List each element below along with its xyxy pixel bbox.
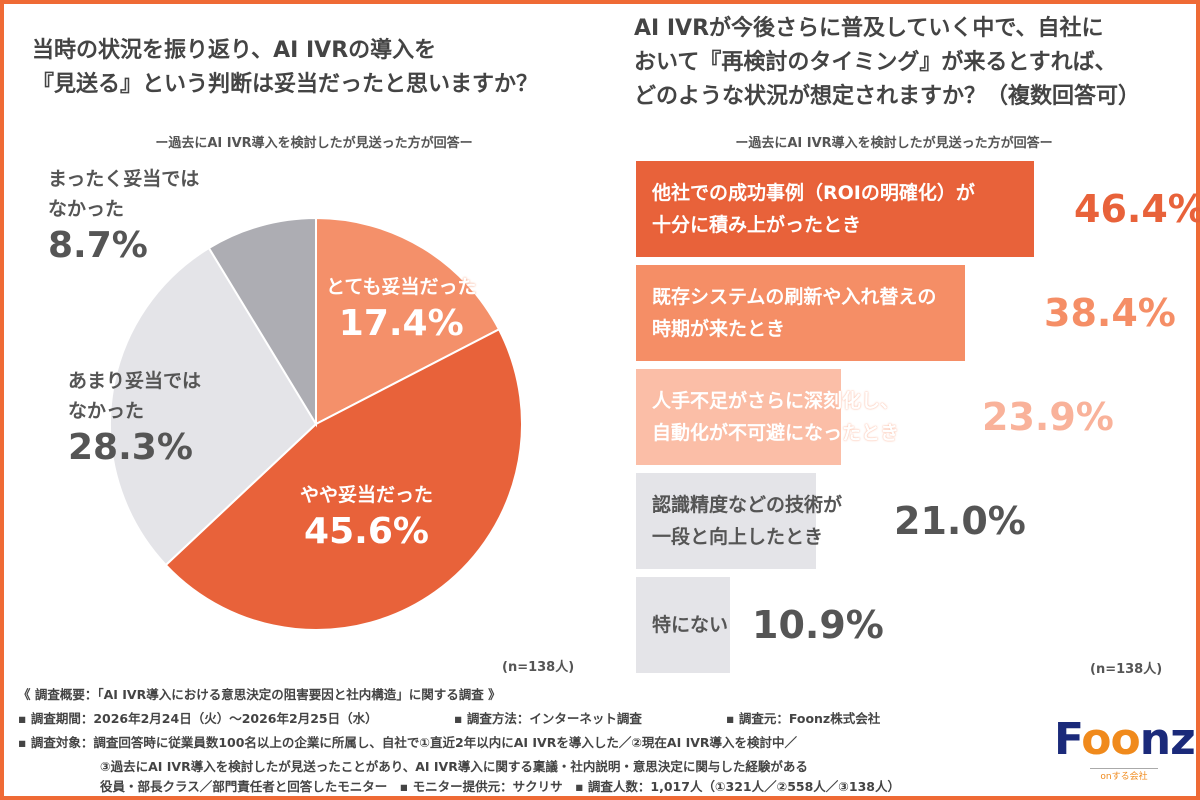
label: なかった (48, 198, 125, 220)
left-title-line: 『見送る』という判断は妥当だったと思いますか？ (32, 72, 539, 97)
left-sample-size: (n=138人) (502, 660, 575, 675)
pie-slice (109, 246, 318, 567)
label: なかった (68, 400, 145, 422)
bar-value: 46.4% (1074, 187, 1200, 231)
bar-label-line: 他社での成功事例（ROIの明確化）が (652, 182, 975, 204)
bar-label: 既存システムの刷新や入れ替えの 時期が来たとき (652, 281, 936, 345)
pie-slice (315, 216, 501, 426)
bar-label-line: 既存システムの刷新や入れ替えの (652, 286, 937, 308)
bar-label-line: 時期が来たとき (652, 318, 786, 340)
pie-label-not-very-appropriate: あまり妥当では なかった 28.3% (68, 366, 201, 470)
pie-slice (164, 327, 523, 631)
bar-value: 21.0% (894, 499, 1026, 543)
value: 17.4% (338, 303, 464, 344)
left-subtitle: ー過去にAI IVR導入を検討したが見送った方が回答ー (155, 136, 473, 151)
bar (636, 473, 817, 569)
pie-slice (207, 216, 317, 428)
label: あまり妥当では (68, 370, 202, 392)
pie-label-very-appropriate: とても妥当だった 17.4% (326, 272, 476, 346)
bar-label-line: 自動化が不可避になったとき (652, 422, 900, 444)
bar-label: 認識精度などの技術が 一段と向上したとき (652, 489, 842, 553)
bar-label: 他社での成功事例（ROIの明確化）が 十分に積み上がったとき (652, 177, 975, 241)
value: 8.7% (48, 225, 148, 266)
bar-value: 23.9% (982, 395, 1114, 439)
footer-target: ▪ 調査対象：調査回答時に従業員数100名以上の企業に所属し、自社で①直近2年以… (18, 735, 798, 750)
bar (636, 161, 1035, 257)
label: とても妥当だった (326, 276, 477, 298)
bar-label-line: 認識精度などの技術が (652, 494, 843, 516)
pie-label-somewhat-appropriate: やや妥当だった 45.6% (300, 480, 433, 554)
value: 45.6% (304, 511, 429, 552)
footer-period: ▪ 調査期間：2026年2月24日（火）〜2026年2月25日（水） (18, 711, 378, 726)
bar-label-line: 一段と向上したとき (652, 526, 824, 548)
left-title: 当時の状況を振り返り、AI IVRの導入を 『見送る』という判断は妥当だったと思… (32, 34, 538, 102)
bar-label: 人手不足がさらに深刻化し、 自動化が不可避になったとき (652, 385, 899, 449)
bar (636, 577, 730, 673)
footer-overview: 《 調査概要：「AI IVR導入における意思決定の阻害要因と社内構造」に関する調… (18, 687, 501, 702)
right-sample-size: (n=138人) (1090, 662, 1163, 677)
foonz-logo: Foonz onする会社 (1054, 714, 1196, 783)
right-title-line: おいて『再検討のタイミング』が来るとすれば、 (634, 50, 1117, 75)
label: まったく妥当では (48, 168, 200, 190)
value: 28.3% (68, 427, 193, 468)
bar-label-line: 人手不足がさらに深刻化し、 (652, 390, 900, 412)
bar-value: 38.4% (1044, 291, 1176, 335)
right-title: AI IVRが今後さらに普及していく中で、自社に おいて『再検討のタイミング』が… (634, 12, 1140, 114)
footer-method: ▪ 調査方法：インターネット調査 (454, 711, 642, 726)
bar-value: 10.9% (752, 603, 884, 647)
bar-label-line: 特にない (652, 614, 729, 636)
left-title-line: 当時の状況を振り返り、AI IVRの導入を (32, 38, 437, 63)
bar-label-line: 十分に積み上がったとき (652, 214, 862, 236)
right-title-line: どのような状況が想定されますか？（複数回答可） (634, 84, 1141, 109)
right-title-line: AI IVRが今後さらに普及していく中で、自社に (634, 16, 1104, 41)
bar-label: 特にない (652, 609, 728, 641)
footer-target: ③過去にAI IVR導入を検討したが見送ったことがあり、AI IVR導入に関する… (100, 759, 808, 774)
pie-chart (109, 216, 523, 631)
right-subtitle: ー過去にAI IVR導入を検討したが見送った方が回答ー (735, 136, 1053, 151)
bar (636, 265, 966, 361)
pie-label-very-inappropriate: まったく妥当では なかった 8.7% (48, 164, 199, 268)
footer-source: ▪ 調査元：Foonz株式会社 (726, 711, 881, 726)
label: やや妥当だった (300, 484, 434, 506)
footer-target: 役員・部長クラス／部門責任者と回答したモニター ▪ モニター提供元：サクリサ ▪… (100, 779, 900, 794)
bar (636, 369, 842, 465)
